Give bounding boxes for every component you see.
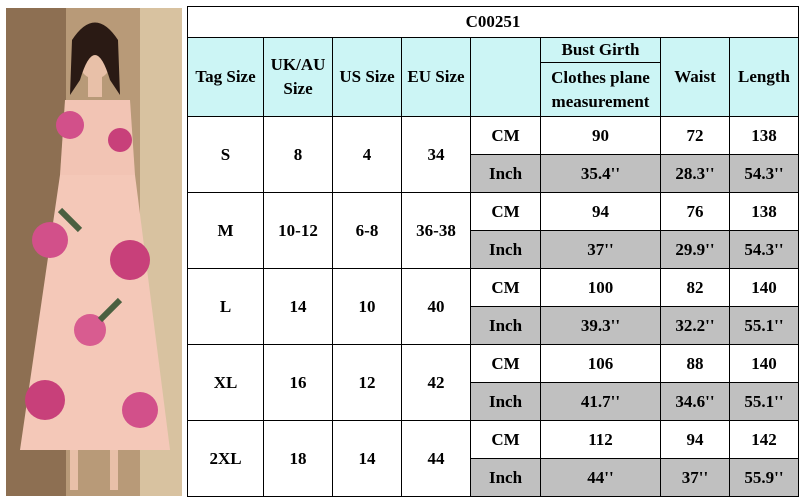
header-cell: Tag Size [187,37,264,117]
measure-cell: 28.3'' [660,154,730,193]
unit-cell: CM [470,344,541,383]
size-cell: 2XL [187,420,264,497]
size-cell: 8 [263,116,333,193]
measure-cell: 29.9'' [660,230,730,269]
size-cell: 10 [332,268,402,345]
size-cell: 14 [332,420,402,497]
measure-cell: 100 [540,268,661,307]
size-cell: L [187,268,264,345]
measure-cell: 34.6'' [660,382,730,421]
measure-cell: 138 [729,116,799,155]
measure-cell: 76 [660,192,730,231]
unit-cell: Inch [470,230,541,269]
measure-cell: 112 [540,420,661,459]
size-cell: 4 [332,116,402,193]
measure-cell: 55.1'' [729,306,799,345]
measure-cell: 106 [540,344,661,383]
measure-cell: 90 [540,116,661,155]
size-cell: 12 [332,344,402,421]
size-cell: 42 [401,344,471,421]
header-cell: Length [729,37,799,117]
size-cell: 34 [401,116,471,193]
header-cell: UK/AU Size [263,37,333,117]
measure-cell: 82 [660,268,730,307]
unit-cell: Inch [470,154,541,193]
unit-cell: Inch [470,306,541,345]
measure-cell: 37'' [660,458,730,497]
measure-cell: 94 [540,192,661,231]
size-cell: 36-38 [401,192,471,269]
measure-cell: 72 [660,116,730,155]
measure-cell: 44'' [540,458,661,497]
product-photo [6,8,182,496]
table-title: C00251 [187,6,799,38]
measure-cell: 138 [729,192,799,231]
header-cell: Bust Girth [540,37,661,63]
measure-cell: 32.2'' [660,306,730,345]
header-cell: Waist [660,37,730,117]
size-cell: S [187,116,264,193]
header-cell: EU Size [401,37,471,117]
measure-cell: 55.1'' [729,382,799,421]
size-cell: 6-8 [332,192,402,269]
measure-cell: 39.3'' [540,306,661,345]
unit-cell: Inch [470,458,541,497]
size-cell: 40 [401,268,471,345]
unit-cell: CM [470,268,541,307]
size-cell: 44 [401,420,471,497]
measure-cell: 55.9'' [729,458,799,497]
measure-cell: 35.4'' [540,154,661,193]
measure-cell: 54.3'' [729,230,799,269]
size-cell: M [187,192,264,269]
measure-cell: 37'' [540,230,661,269]
header-cell [470,37,541,117]
measure-cell: 94 [660,420,730,459]
header-cell: Clothes plane measurement [540,62,661,117]
measure-cell: 142 [729,420,799,459]
measure-cell: 41.7'' [540,382,661,421]
size-cell: 18 [263,420,333,497]
measure-cell: 88 [660,344,730,383]
unit-cell: CM [470,420,541,459]
unit-cell: CM [470,116,541,155]
size-cell: 14 [263,268,333,345]
size-cell: 16 [263,344,333,421]
unit-cell: Inch [470,382,541,421]
unit-cell: CM [470,192,541,231]
header-cell: US Size [332,37,402,117]
measure-cell: 54.3'' [729,154,799,193]
size-cell: 10-12 [263,192,333,269]
measure-cell: 140 [729,268,799,307]
measure-cell: 140 [729,344,799,383]
size-cell: XL [187,344,264,421]
